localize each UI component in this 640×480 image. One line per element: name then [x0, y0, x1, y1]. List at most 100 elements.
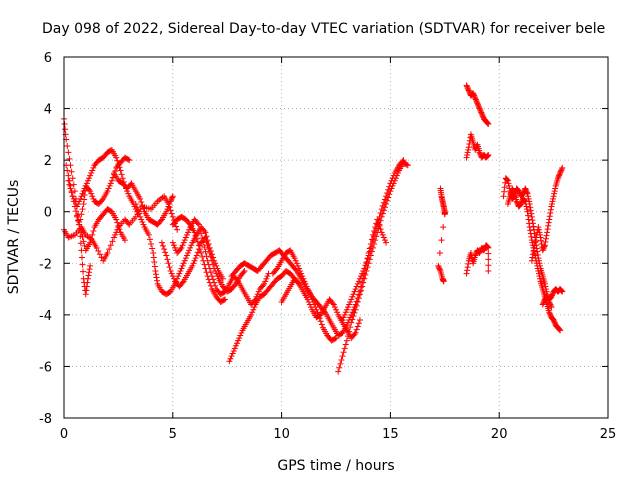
data-point: [199, 253, 206, 260]
data-point: [546, 216, 553, 223]
data-point: [116, 226, 123, 233]
data-point: [140, 221, 147, 228]
data-point: [317, 318, 324, 325]
data-point: [140, 205, 147, 212]
data-point: [347, 298, 354, 305]
data-point: [294, 279, 301, 286]
data-point: [64, 167, 71, 174]
data-point: [535, 268, 542, 275]
data-point: [522, 198, 529, 205]
data-point: [541, 242, 548, 249]
data-point: [470, 91, 477, 98]
x-tick-label: 20: [491, 427, 508, 442]
data-point: [204, 273, 211, 280]
data-point: [548, 200, 555, 207]
data-point: [552, 185, 559, 192]
data-point: [463, 82, 470, 89]
data-point: [185, 249, 192, 256]
data-point: [355, 295, 362, 302]
data-point: [371, 233, 378, 240]
data-point: [179, 279, 186, 286]
data-point: [346, 328, 353, 335]
data-point: [501, 184, 508, 191]
data-point: [72, 208, 79, 215]
data-point: [540, 246, 547, 253]
data-point: [531, 242, 538, 249]
data-point: [559, 288, 566, 295]
data-point: [473, 99, 480, 106]
data-point: [255, 288, 262, 295]
data-point: [146, 236, 153, 243]
data-point: [548, 293, 555, 300]
data-point: [366, 248, 373, 255]
data-point: [436, 266, 443, 273]
data-point: [186, 226, 193, 233]
data-point: [139, 219, 146, 226]
data-point: [149, 245, 156, 252]
data-point: [532, 237, 539, 244]
data-point: [263, 275, 270, 282]
data-point: [351, 331, 358, 338]
data-point: [82, 291, 89, 298]
data-point: [167, 198, 174, 205]
data-point: [192, 255, 199, 262]
data-point: [240, 269, 247, 276]
x-tick-label: 10: [273, 427, 290, 442]
data-point: [521, 197, 528, 204]
data-point: [169, 194, 176, 201]
data-point: [544, 229, 551, 236]
data-point: [471, 92, 478, 99]
data-point: [472, 96, 479, 103]
data-point: [557, 170, 564, 177]
data-point: [522, 200, 529, 207]
data-point: [343, 337, 350, 344]
y-tick-label: -8: [39, 412, 52, 427]
data-point: [542, 235, 549, 242]
data-point: [503, 176, 510, 183]
data-point: [501, 188, 508, 195]
data-point: [250, 306, 257, 313]
data-point: [168, 210, 175, 217]
data-point: [95, 248, 102, 255]
data-point: [372, 229, 379, 236]
data-point: [353, 326, 360, 333]
data-point: [365, 252, 372, 259]
data-point: [360, 279, 367, 286]
data-point: [364, 255, 371, 262]
data-point: [198, 230, 205, 237]
data-point: [513, 198, 520, 205]
data-point: [485, 121, 492, 128]
data-point: [342, 309, 349, 316]
data-point: [510, 188, 517, 195]
data-point: [362, 262, 369, 269]
series-track-15: [335, 159, 411, 375]
data-point: [532, 255, 539, 262]
data-point: [545, 219, 552, 226]
data-point: [169, 239, 176, 246]
data-point: [341, 311, 348, 318]
data-point: [152, 268, 159, 275]
data-point: [556, 171, 563, 178]
data-point: [335, 368, 342, 375]
data-point: [505, 182, 512, 189]
data-point: [465, 146, 472, 153]
data-point: [201, 261, 208, 268]
data-point: [86, 266, 93, 273]
data-point: [88, 235, 95, 242]
data-point: [197, 226, 203, 233]
data-point: [354, 280, 361, 287]
data-point: [484, 153, 491, 160]
data-point: [109, 238, 116, 245]
data-point: [126, 157, 133, 164]
data-point: [80, 238, 87, 245]
data-point: [191, 229, 198, 236]
series-track-10: [169, 213, 229, 305]
data-point: [195, 242, 202, 249]
data-point: [138, 199, 145, 206]
data-point: [551, 188, 558, 195]
data-point: [138, 216, 145, 223]
data-point: [356, 275, 363, 282]
data-point: [96, 251, 103, 258]
data-point: [472, 95, 479, 102]
series-track-20: [463, 242, 492, 277]
